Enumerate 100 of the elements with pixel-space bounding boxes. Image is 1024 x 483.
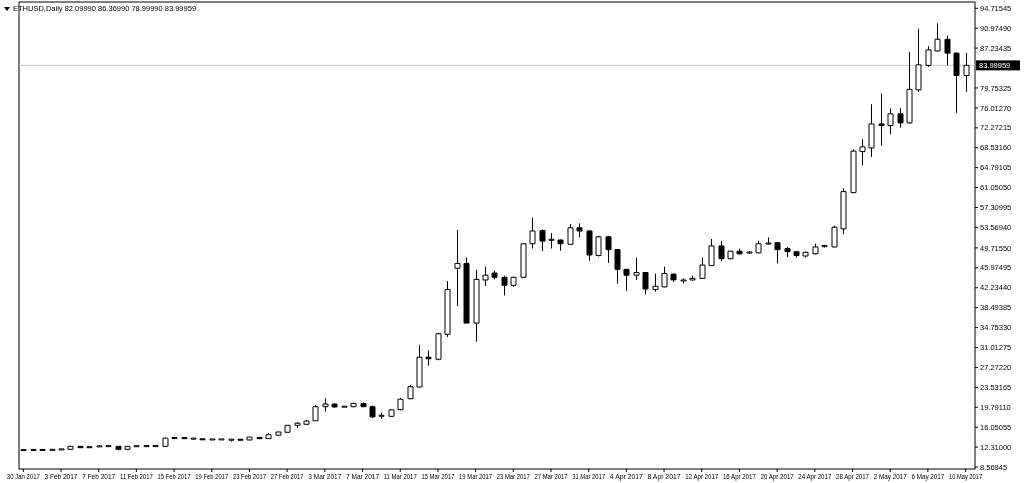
candlestick: [322, 397, 329, 412]
candlestick: [548, 232, 555, 250]
candlestick: [850, 149, 857, 194]
candlestick: [840, 187, 847, 235]
candlestick: [275, 431, 282, 436]
candlestick: [576, 223, 583, 238]
candlestick: [67, 445, 74, 451]
candlestick: [190, 437, 197, 440]
candlestick: [77, 445, 84, 449]
candlestick: [567, 223, 574, 246]
candlestick: [915, 28, 922, 93]
candlestick: [124, 445, 131, 451]
candlestick: [501, 275, 508, 296]
candlestick: [906, 51, 913, 124]
candlestick: [86, 445, 93, 449]
candlestick: [868, 103, 875, 158]
candlestick: [529, 217, 536, 250]
candlestick: [133, 445, 140, 448]
candlestick: [181, 436, 188, 440]
candlestick: [49, 448, 56, 451]
candlestick: [774, 241, 781, 264]
candlestick: [237, 438, 244, 441]
candlestick: [859, 138, 866, 166]
candlestick: [887, 108, 894, 135]
candlestick: [699, 257, 706, 280]
candlestick: [642, 271, 649, 295]
candlestick: [378, 412, 385, 420]
candlestick: [718, 240, 725, 262]
candlestick: [520, 242, 527, 279]
candlestick: [256, 436, 263, 440]
candlestick: [115, 445, 122, 451]
candlestick: [491, 269, 498, 280]
candlestick: [294, 421, 301, 429]
candlestick: [755, 240, 762, 254]
candlestick: [350, 401, 357, 408]
candlestick: [209, 438, 216, 441]
candlestick: [425, 349, 432, 367]
candlestick: [218, 438, 225, 441]
candlestick: [312, 404, 319, 422]
candlestick: [925, 45, 932, 68]
candlestick: [670, 273, 677, 283]
candlestick: [416, 344, 423, 389]
candlestick: [765, 236, 772, 246]
candlestick: [878, 93, 885, 147]
candlestick: [444, 280, 451, 338]
candlestick: [39, 448, 46, 452]
candlestick: [510, 276, 517, 288]
candlestick: [341, 405, 348, 408]
candlestick: [171, 436, 178, 440]
candlestick: [152, 445, 159, 448]
candlestick: [435, 332, 442, 361]
candlestick: [595, 235, 602, 258]
candlestick: [303, 419, 310, 426]
candlestick: [96, 444, 103, 448]
candlestick: [736, 248, 743, 255]
candlestick: [369, 405, 376, 419]
candlestick: [680, 277, 687, 285]
candlestick: [605, 235, 612, 264]
candlestick: [708, 238, 715, 267]
candlestick: [454, 229, 461, 307]
candlestick: [30, 448, 37, 452]
candlestick: [360, 401, 367, 408]
candlestick: [105, 444, 112, 448]
candlestick: [831, 225, 838, 248]
candlestick: [802, 251, 809, 259]
candlestick: [689, 275, 696, 281]
candlestick: [539, 228, 546, 252]
candlestick: [463, 257, 470, 324]
candlestick: [784, 246, 791, 258]
candlestick: [228, 438, 235, 443]
candlestick: [812, 243, 819, 255]
candlestick: [199, 438, 206, 441]
candlestick: [482, 266, 489, 287]
candlestick: [557, 238, 564, 252]
candlestick: [793, 250, 800, 259]
candlestick: [963, 52, 970, 93]
candlestick: [821, 244, 828, 248]
candlestick: [246, 436, 253, 441]
candlestick: [265, 432, 272, 440]
candlestick: [652, 273, 659, 293]
candlestick: [407, 384, 414, 400]
candlestick: [614, 248, 621, 285]
candlestick: [623, 268, 630, 292]
candlestick: [162, 437, 169, 448]
candlestick: [143, 445, 150, 448]
candlestick: [661, 266, 668, 288]
candlestick: [934, 22, 941, 53]
candlestick: [897, 107, 904, 129]
candlestick: [944, 35, 951, 66]
candlestick: [58, 448, 65, 451]
candlestick: [746, 250, 753, 255]
candlestick: [586, 229, 593, 262]
candlestick: [473, 269, 480, 343]
candlestick: [331, 403, 338, 409]
candlestick: [388, 408, 395, 418]
candlestick: [633, 257, 640, 281]
candlestick: [727, 250, 734, 260]
candlestick: [284, 424, 291, 434]
candlestick: [953, 52, 960, 114]
candlestick: [397, 397, 404, 411]
